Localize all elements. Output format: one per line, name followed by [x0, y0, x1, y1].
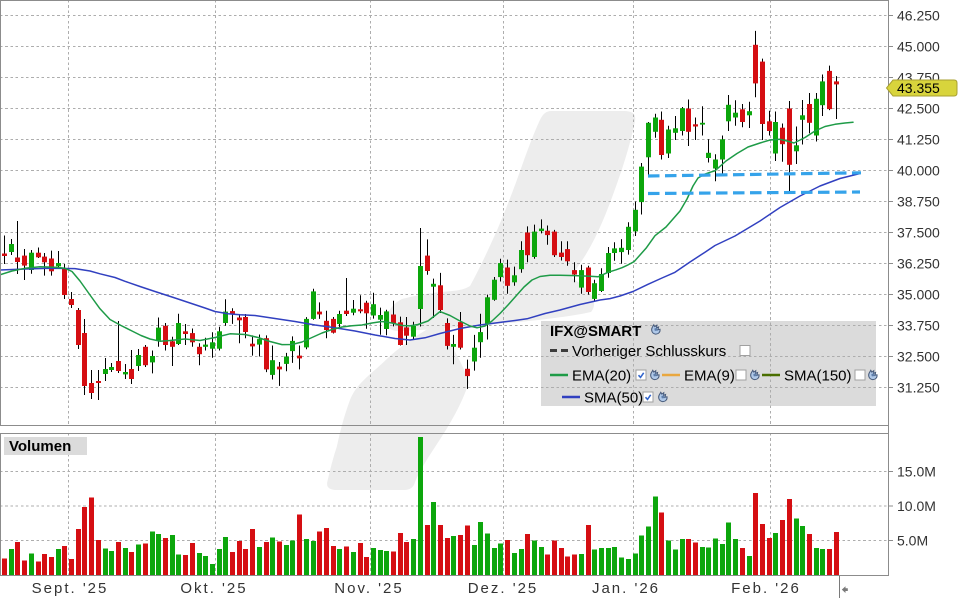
svg-text:IFX@SMART: IFX@SMART: [550, 323, 641, 340]
svg-text:31.250: 31.250: [897, 380, 940, 396]
svg-text:35.000: 35.000: [897, 287, 940, 303]
svg-text:SMA(50): SMA(50): [584, 390, 643, 407]
svg-text:32.500: 32.500: [897, 349, 940, 365]
svg-text:36.250: 36.250: [897, 256, 940, 272]
svg-text:15.0M: 15.0M: [897, 463, 936, 479]
svg-text:Okt. '25: Okt. '25: [180, 580, 247, 597]
svg-text:46.250: 46.250: [897, 8, 940, 24]
svg-text:EMA(9): EMA(9): [684, 368, 735, 385]
svg-text:42.500: 42.500: [897, 101, 940, 117]
svg-text:Dez. '25: Dez. '25: [468, 580, 539, 597]
svg-text:43.355: 43.355: [897, 80, 940, 96]
svg-text:5.0M: 5.0M: [897, 533, 928, 549]
svg-text:Sept. '25: Sept. '25: [32, 580, 109, 597]
svg-text:10.0M: 10.0M: [897, 498, 936, 514]
svg-text:SMA(150): SMA(150): [784, 368, 852, 385]
svg-text:Volumen: Volumen: [9, 438, 71, 455]
svg-text:Jan. '26: Jan. '26: [592, 580, 660, 597]
svg-text:38.750: 38.750: [897, 194, 940, 210]
svg-text:EMA(20): EMA(20): [572, 368, 631, 385]
svg-text:41.250: 41.250: [897, 132, 940, 148]
svg-text:Nov. '25: Nov. '25: [334, 580, 403, 597]
svg-text:Feb. '26: Feb. '26: [731, 580, 801, 597]
svg-text:33.750: 33.750: [897, 318, 940, 334]
svg-text:45.000: 45.000: [897, 39, 940, 55]
svg-text:37.500: 37.500: [897, 225, 940, 241]
svg-text:40.000: 40.000: [897, 163, 940, 179]
svg-text:Vorheriger Schlusskurs: Vorheriger Schlusskurs: [572, 343, 726, 360]
